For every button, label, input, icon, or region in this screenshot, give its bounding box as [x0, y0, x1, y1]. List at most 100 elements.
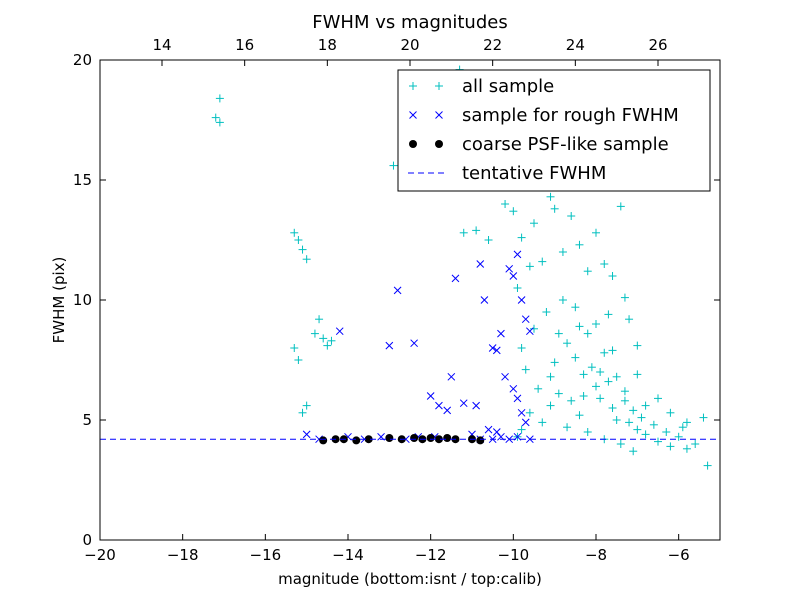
series-0-point-8 — [294, 356, 303, 364]
series-0-point-58 — [604, 377, 613, 386]
series-1-point-29-b — [517, 408, 526, 417]
series-1-point-20-b — [505, 264, 514, 273]
series-0-point-24 — [525, 262, 534, 271]
legend: all sample sample for rough FWHM coarse PS… — [397, 69, 711, 192]
series-1-point-16-b — [480, 296, 489, 304]
series-0-point-76 — [703, 461, 712, 470]
series-0-point-26 — [530, 219, 538, 228]
series-0-point-27 — [538, 257, 547, 266]
legend-label: tentative FWHM — [462, 163, 606, 184]
legend-swatch-b-b — [435, 111, 443, 119]
series-0-point-43 — [583, 329, 592, 338]
series-0-point-28 — [546, 192, 555, 201]
series-1-point-12 — [459, 399, 468, 408]
series-0-point-92 — [604, 310, 613, 319]
series-1-point-6 — [393, 286, 402, 295]
series-1-point-15-b — [476, 260, 485, 268]
x-axis-title: magnitude (bottom:isnt / top:calib) — [278, 570, 542, 588]
series-0-point-94 — [546, 372, 555, 381]
series-0-point-46 — [542, 308, 551, 316]
y-tick-label: 0 — [82, 531, 92, 549]
series-0-point-57 — [596, 394, 605, 403]
y-tick-label: 20 — [73, 51, 92, 69]
series-0-point-56 — [592, 382, 600, 391]
series-0-point-54 — [579, 370, 588, 379]
series-0-point-31 — [567, 212, 576, 220]
series-1-point-43-b — [447, 372, 456, 381]
series-1-point-5-b — [385, 341, 394, 350]
top-tick-label: 26 — [648, 36, 667, 54]
series-0-point-91 — [575, 322, 584, 331]
series-0-point-14 — [302, 401, 311, 410]
series-0-point-60 — [612, 416, 621, 424]
series-0-point-59 — [608, 404, 617, 412]
series-2-point-3 — [352, 436, 361, 445]
series-0-point-25 — [513, 284, 522, 292]
series-0-point-85 — [563, 423, 572, 432]
series-1-point-31 — [484, 425, 493, 434]
series-0-point-45 — [558, 296, 567, 304]
series-0-point-53 — [571, 353, 580, 362]
series-0-point-74 — [691, 440, 700, 448]
series-0-point-99 — [633, 370, 642, 379]
series-1-point-21-b — [509, 272, 518, 280]
series-0-point-50 — [534, 384, 543, 393]
top-tick-label: 14 — [152, 36, 171, 54]
series-0-point-83 — [517, 425, 526, 434]
chart-title: FWHM vs magnitudes — [312, 12, 507, 33]
series-1-point-11 — [451, 274, 460, 283]
series-1-point-20 — [505, 264, 514, 273]
series-1-point-18 — [492, 346, 501, 355]
series-0-point-34 — [592, 228, 600, 237]
series-1-point-14 — [472, 401, 480, 410]
series-0-point-102 — [666, 408, 675, 417]
series-0-point-49 — [521, 365, 530, 374]
top-tick-label: 18 — [318, 36, 337, 54]
series-0-point-38 — [620, 293, 629, 302]
series-0-point-93 — [554, 329, 563, 338]
series-1-point-18-b — [492, 346, 501, 355]
y-tick-label: 15 — [73, 171, 92, 189]
series-0-point-62 — [625, 418, 634, 427]
series-0-point-82 — [525, 408, 534, 417]
series-0-point-18 — [459, 228, 468, 237]
series-2-point-11 — [443, 434, 452, 442]
series-1-point-27 — [509, 384, 518, 393]
legend-entry: sample for rough FWHM — [409, 105, 679, 126]
series-0-point-89 — [629, 447, 638, 456]
series-0-point-61 — [620, 396, 629, 405]
series-0-point-66 — [641, 430, 650, 439]
series-0-point-12 — [323, 341, 332, 350]
series-1 — [302, 250, 534, 444]
legend-label: coarse PSF-like sample — [462, 134, 669, 155]
series-1-point-24-b — [521, 315, 530, 324]
legend-swatch-a-b — [409, 111, 417, 119]
series-1-point-8 — [426, 392, 435, 400]
top-tick-label: 22 — [483, 36, 502, 54]
series-1-point-16 — [480, 296, 489, 304]
series-0-point-70 — [666, 442, 675, 451]
series-0-point-6 — [302, 255, 311, 264]
series-0-point-75 — [699, 413, 708, 422]
x-tick-label: −8 — [585, 546, 607, 564]
series-1-point-32-b — [492, 428, 501, 436]
series-1-point-30 — [521, 418, 530, 427]
series-1-point-8-b — [426, 392, 435, 400]
series-0-point-63 — [629, 406, 638, 415]
series-1-point-37-b — [497, 432, 505, 441]
series-1-point-24 — [521, 315, 530, 324]
series-2-point-14 — [476, 436, 485, 445]
series-1-point-21 — [509, 272, 518, 280]
y-tick-label: 10 — [73, 291, 92, 309]
series-0-point-0 — [215, 94, 224, 103]
series-0-point-68 — [654, 437, 662, 446]
series-1-point-0 — [302, 430, 311, 439]
series-1-point-9-b — [435, 401, 443, 410]
series-0-point-48 — [517, 344, 526, 352]
series-0-point-32 — [575, 240, 584, 249]
series-0-point-97 — [608, 346, 617, 355]
series-0-point-20 — [484, 236, 493, 244]
series-1-point-38 — [505, 435, 514, 444]
legend-swatch-b — [435, 140, 443, 148]
series-1-point-2-b — [335, 327, 344, 336]
